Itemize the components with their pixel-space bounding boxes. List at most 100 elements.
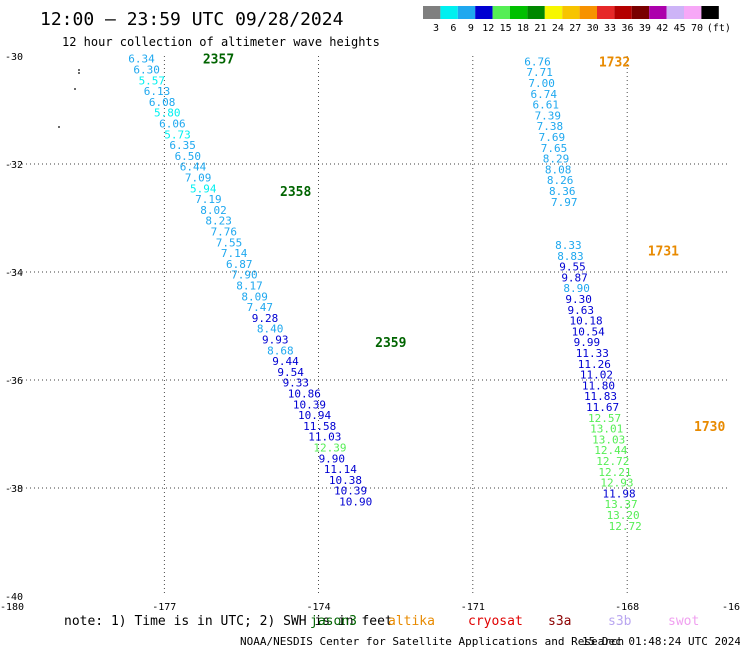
wave-height-label: 10.86 bbox=[288, 388, 321, 401]
wave-height-label: 8.36 bbox=[549, 185, 576, 198]
wave-height-label: 6.44 bbox=[180, 161, 207, 174]
map-specks bbox=[58, 69, 80, 128]
wave-height-label: 13.20 bbox=[607, 509, 640, 522]
wave-height-label: 8.08 bbox=[545, 163, 572, 176]
wave-height-label: 10.18 bbox=[570, 315, 603, 328]
legend-unit: (ft) bbox=[707, 23, 731, 34]
satellite-name: swot bbox=[668, 614, 699, 629]
wave-height-label: 5.57 bbox=[139, 74, 166, 87]
y-tick-label: -40 bbox=[5, 592, 23, 603]
pass-time-label: 2359 bbox=[375, 336, 406, 351]
wave-height-label: 7.65 bbox=[541, 142, 568, 155]
wave-height-label: 9.33 bbox=[283, 377, 310, 390]
wave-height-label: 12.39 bbox=[313, 442, 346, 455]
legend-bin-label: 42 bbox=[656, 23, 668, 34]
axis-ticks: -30 -32 -34 -36 -38 -40-180 -177 -174 -171 -168 -1… bbox=[0, 52, 740, 613]
wave-height-label: 13.37 bbox=[605, 498, 638, 511]
legend-bin-label: 33 bbox=[604, 23, 616, 34]
wave-height-label: 12.72 bbox=[596, 455, 629, 468]
y-tick-label: -38 bbox=[5, 484, 23, 495]
wave-height-label: 7.69 bbox=[539, 131, 566, 144]
wave-height-label: 5.73 bbox=[164, 128, 191, 141]
legend-bin-label: 18 bbox=[517, 23, 529, 34]
pass-labels: 2357 2358 2359 1732 1731 1730 bbox=[203, 53, 726, 435]
chart-subtitle: 12 hour collection of altimeter wave hei… bbox=[62, 35, 380, 49]
wave-height-label: 9.99 bbox=[574, 336, 601, 349]
wave-height-label: 11.58 bbox=[303, 420, 336, 433]
wave-height-label: 11.02 bbox=[580, 369, 613, 382]
wave-height-label: 6.87 bbox=[226, 258, 253, 271]
wave-height-label: 6.35 bbox=[169, 139, 196, 152]
y-tick-label: -32 bbox=[5, 160, 23, 171]
wave-height-label: 11.83 bbox=[584, 390, 617, 403]
x-tick-label: -171 bbox=[461, 602, 485, 613]
satellite-name: s3b bbox=[608, 614, 632, 629]
wave-height-label: 7.38 bbox=[537, 120, 564, 133]
legend-bin-label: 24 bbox=[552, 23, 564, 34]
wave-height-label: 13.03 bbox=[592, 433, 625, 446]
satellite-name: jason3 bbox=[310, 614, 357, 629]
wave-height-label: 8.09 bbox=[241, 290, 268, 303]
map-speck bbox=[78, 69, 80, 71]
wave-height-label: 7.00 bbox=[528, 77, 555, 90]
legend-bin-label: 70 bbox=[691, 23, 703, 34]
pass-time-label: 1732 bbox=[599, 55, 630, 70]
legend-bin-label: 45 bbox=[674, 23, 686, 34]
wave-height-label: 12.21 bbox=[598, 466, 631, 479]
legend-swatch bbox=[492, 6, 510, 19]
legend-bin-label: 30 bbox=[587, 23, 599, 34]
wave-height-label: 7.09 bbox=[185, 172, 212, 185]
wave-height-label: 10.94 bbox=[298, 409, 331, 422]
pass-time-label: 1731 bbox=[648, 244, 679, 259]
wave-height-label: 9.55 bbox=[559, 261, 586, 274]
wave-height-label: 9.28 bbox=[252, 312, 279, 325]
x-tick-label: -168 bbox=[615, 602, 639, 613]
y-tick-label: -36 bbox=[5, 376, 23, 387]
wave-height-label: 7.97 bbox=[551, 196, 578, 209]
wave-height-label: 10.39 bbox=[334, 485, 367, 498]
wave-height-label: 11.26 bbox=[578, 358, 611, 371]
y-tick-label: -30 bbox=[5, 52, 23, 63]
x-tick-label: -16 bbox=[722, 602, 740, 613]
grid-lines bbox=[10, 56, 730, 596]
wave-height-label: 8.40 bbox=[257, 323, 284, 336]
wave-height-label: 5.94 bbox=[190, 182, 217, 195]
legend-bin-label: 12 bbox=[482, 23, 494, 34]
x-tick-label: -174 bbox=[307, 602, 331, 613]
data-points: 6.346.305.576.136.085.806.065.736.356.50… bbox=[128, 53, 641, 533]
legend-bin-label: 39 bbox=[639, 23, 651, 34]
wave-height-label: 12.93 bbox=[600, 477, 633, 490]
wave-height-label: 6.13 bbox=[144, 85, 171, 98]
wave-height-label: 7.19 bbox=[195, 193, 222, 206]
legend-swatch bbox=[684, 6, 702, 19]
wave-height-label: 11.33 bbox=[576, 347, 609, 360]
wave-height-label: 5.80 bbox=[154, 107, 181, 120]
legend-swatch bbox=[457, 6, 476, 19]
wave-height-label: 8.90 bbox=[563, 282, 590, 295]
wave-height-label: 10.39 bbox=[293, 398, 326, 411]
map-speck bbox=[74, 88, 76, 90]
wave-height-label: 8.26 bbox=[547, 174, 574, 187]
wave-height-label: 9.44 bbox=[272, 355, 299, 368]
legend-swatch bbox=[631, 6, 650, 19]
wave-height-label: 6.08 bbox=[149, 96, 176, 109]
wave-height-label: 11.98 bbox=[602, 487, 635, 500]
legend-swatch bbox=[510, 6, 528, 19]
legend-bin-label: 27 bbox=[569, 23, 581, 34]
legend-swatch bbox=[562, 6, 580, 19]
legend-bin-label: 36 bbox=[621, 23, 633, 34]
legend-swatch bbox=[440, 6, 458, 19]
wave-height-label: 9.63 bbox=[567, 304, 594, 317]
credit-text: NOAA/NESDIS Center for Satellite Applica… bbox=[240, 635, 624, 648]
wave-height-label: 8.83 bbox=[557, 250, 584, 263]
wave-height-label: 6.06 bbox=[159, 118, 186, 131]
legend-swatch bbox=[544, 6, 563, 19]
legend-swatch bbox=[579, 6, 597, 19]
color-legend: 3 6 9 12 15 18 21 24 27 30 33 36 39 42 45 70 (ft) bbox=[423, 6, 731, 34]
legend-bin-label: 9 bbox=[468, 23, 474, 34]
satellite-name: s3a bbox=[548, 614, 571, 629]
wave-height-label: 9.93 bbox=[262, 334, 289, 347]
legend-bin-label: 6 bbox=[450, 23, 456, 34]
wave-height-label: 10.38 bbox=[329, 474, 362, 487]
